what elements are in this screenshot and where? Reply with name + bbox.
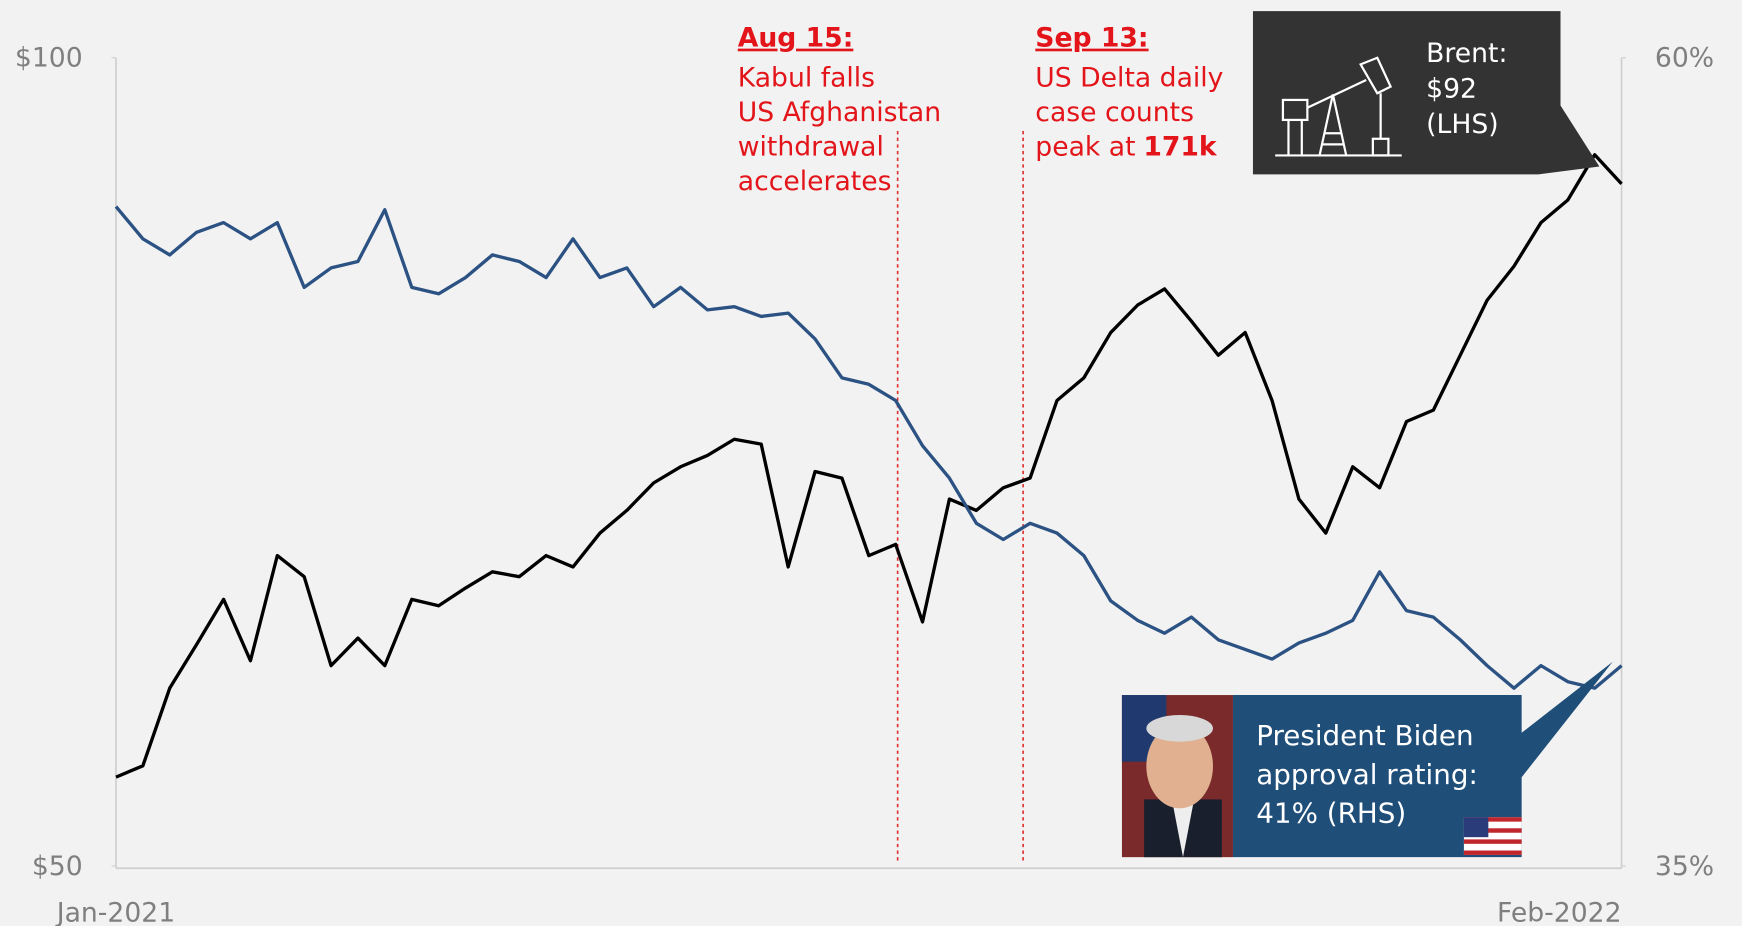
x-tick-label: Jan-2021 [55,898,175,926]
callout-line: (LHS) [1426,109,1499,140]
callout-line: $92 [1426,74,1477,105]
annotation-text: US Delta daily [1035,63,1223,94]
annotation-line: Kabul falls [738,63,875,94]
annotation-text: peak at 171k [1035,131,1218,162]
annotation-line: US Afghanistan [738,97,941,128]
y-tick-label: $50 [32,851,83,882]
y2-tick-label: 60% [1655,43,1714,74]
annotation-text: accelerates [738,166,892,197]
callout-line: Brent: [1426,38,1507,69]
annotation-line: accelerates [738,166,892,197]
annotation-line: withdrawal [738,131,884,162]
annotation-text: withdrawal [738,131,884,162]
callout-line: President Biden [1256,719,1473,752]
annotation-line: US Delta daily [1035,63,1223,94]
y2-tick-label: 35% [1655,851,1714,882]
annotation-title: Sep 13: [1035,23,1148,54]
annotation-text: US Afghanistan [738,97,941,128]
annotation-text: case counts [1035,97,1194,128]
portrait [1122,695,1233,857]
annotation-highlight: 171k [1143,131,1218,162]
annotation-line: case counts [1035,97,1194,128]
annotation-line: peak at [1035,131,1135,162]
flag-icon [1464,817,1522,855]
callout-line: 41% (RHS) [1256,797,1406,830]
brent-callout: Brent: $92 (LHS) [1253,11,1599,174]
annotation-text: Kabul falls [738,63,875,94]
annotation-title: Aug 15: [738,23,854,54]
chart: $50 $100 35% 60% Jan-2021 Feb-2022 Brent: $92 (… [0,0,1742,926]
callout-line: approval rating: [1256,758,1478,791]
y-tick-label: $100 [15,43,83,74]
x-tick-label: Feb-2022 [1497,898,1622,926]
page: $50 $100 35% 60% Jan-2021 Feb-2022 Brent: $92 (… [0,0,1742,926]
